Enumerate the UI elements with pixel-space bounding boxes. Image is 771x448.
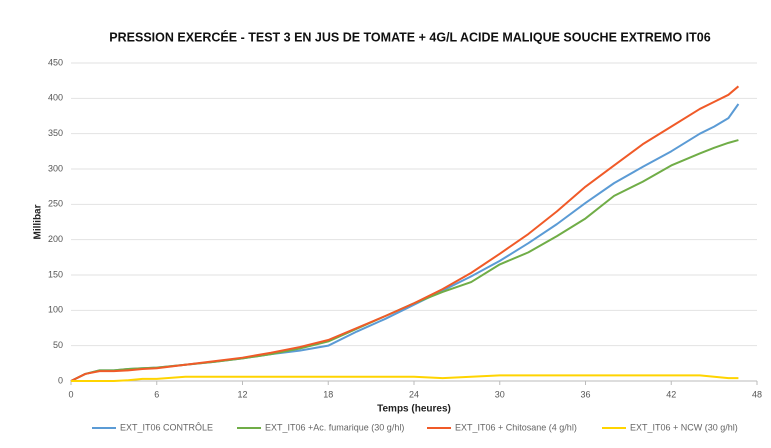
y-tick-label: 450 [48, 57, 63, 67]
x-tick-label: 30 [495, 389, 505, 399]
x-tick-label: 0 [68, 389, 73, 399]
series-line [71, 374, 739, 382]
y-tick-label: 400 [48, 93, 63, 103]
y-tick-label: 100 [48, 305, 63, 315]
x-tick-label: 18 [323, 389, 333, 399]
chart-title: PRESSION EXERCÉE - TEST 3 EN JUS DE TOMA… [109, 29, 710, 44]
x-tick-label: 42 [666, 389, 676, 399]
y-tick-label: 50 [53, 340, 63, 350]
legend-label: EXT_IT06 +Ac. fumarique (30 g/hl) [265, 422, 404, 432]
x-tick-label: 48 [752, 389, 762, 399]
y-tick-label: 200 [48, 234, 63, 244]
x-tick-label: 12 [237, 389, 247, 399]
y-tick-label: 150 [48, 269, 63, 279]
series-line [70, 103, 740, 382]
series-line [70, 139, 739, 382]
y-tick-label: 250 [48, 199, 63, 209]
series-line [70, 85, 740, 382]
y-tick-label: 300 [48, 163, 63, 173]
x-tick-label: 36 [580, 389, 590, 399]
legend-label: EXT_IT06 + NCW (30 g/hl) [630, 422, 738, 432]
y-tick-label: 350 [48, 128, 63, 138]
y-axis-label: Millibar [33, 204, 44, 239]
x-tick-label: 24 [409, 389, 419, 399]
legend-label: EXT_IT06 + Chitosane (4 g/hl) [455, 422, 577, 432]
y-tick-label: 0 [58, 375, 63, 385]
legend-label: EXT_IT06 CONTRÔLE [120, 422, 213, 432]
x-axis-label: Temps (heures) [377, 404, 451, 415]
x-tick-label: 6 [154, 389, 159, 399]
